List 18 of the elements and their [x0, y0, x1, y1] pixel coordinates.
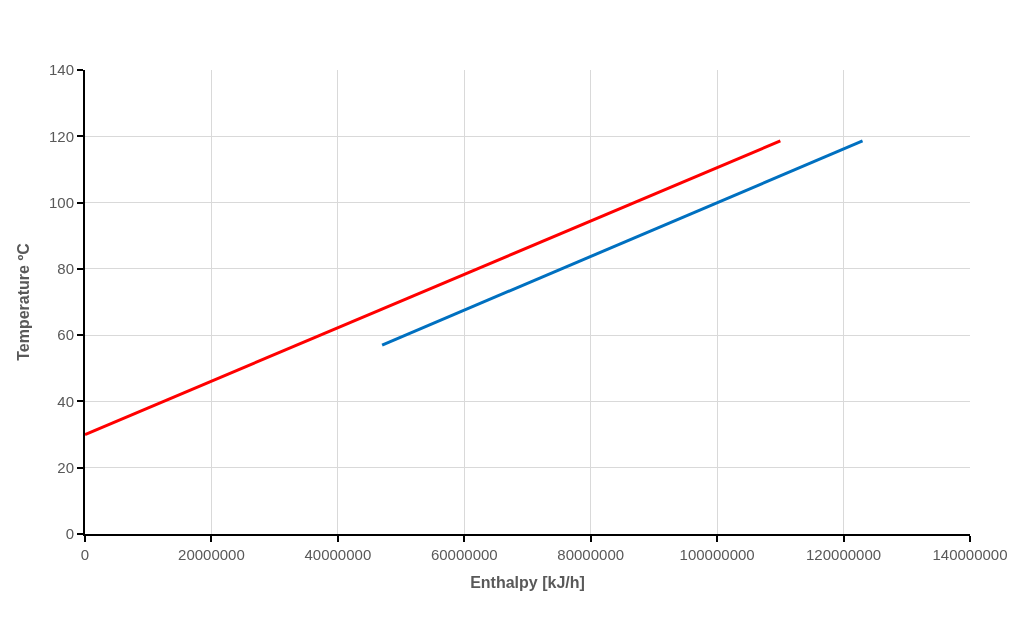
y-tick-label: 40 — [57, 392, 74, 410]
x-tick-label: 100000000 — [679, 546, 755, 563]
x-tick-label: 80000000 — [557, 546, 625, 563]
x-tick-label: 0 — [80, 546, 90, 563]
y-tick-label: 80 — [57, 260, 74, 278]
x-tick-label: 40000000 — [304, 546, 372, 563]
y-tick-label: 100 — [48, 193, 74, 211]
y-tick-label: 20 — [57, 458, 74, 476]
y-tick-label: 60 — [57, 326, 74, 344]
y-tick-label: 140 — [48, 61, 74, 79]
y-tick-label: 120 — [48, 127, 74, 145]
x-axis-title: Enthalpy [kJ/h] — [470, 574, 585, 592]
x-tick-label: 120000000 — [806, 546, 882, 563]
x-tick-label: 20000000 — [178, 546, 245, 563]
y-tick-label: 0 — [65, 525, 74, 543]
x-tick-label: 140000000 — [932, 546, 1008, 563]
x-tick-label: 60000000 — [430, 546, 498, 563]
y-axis-title: Temperature ºC — [15, 242, 33, 361]
